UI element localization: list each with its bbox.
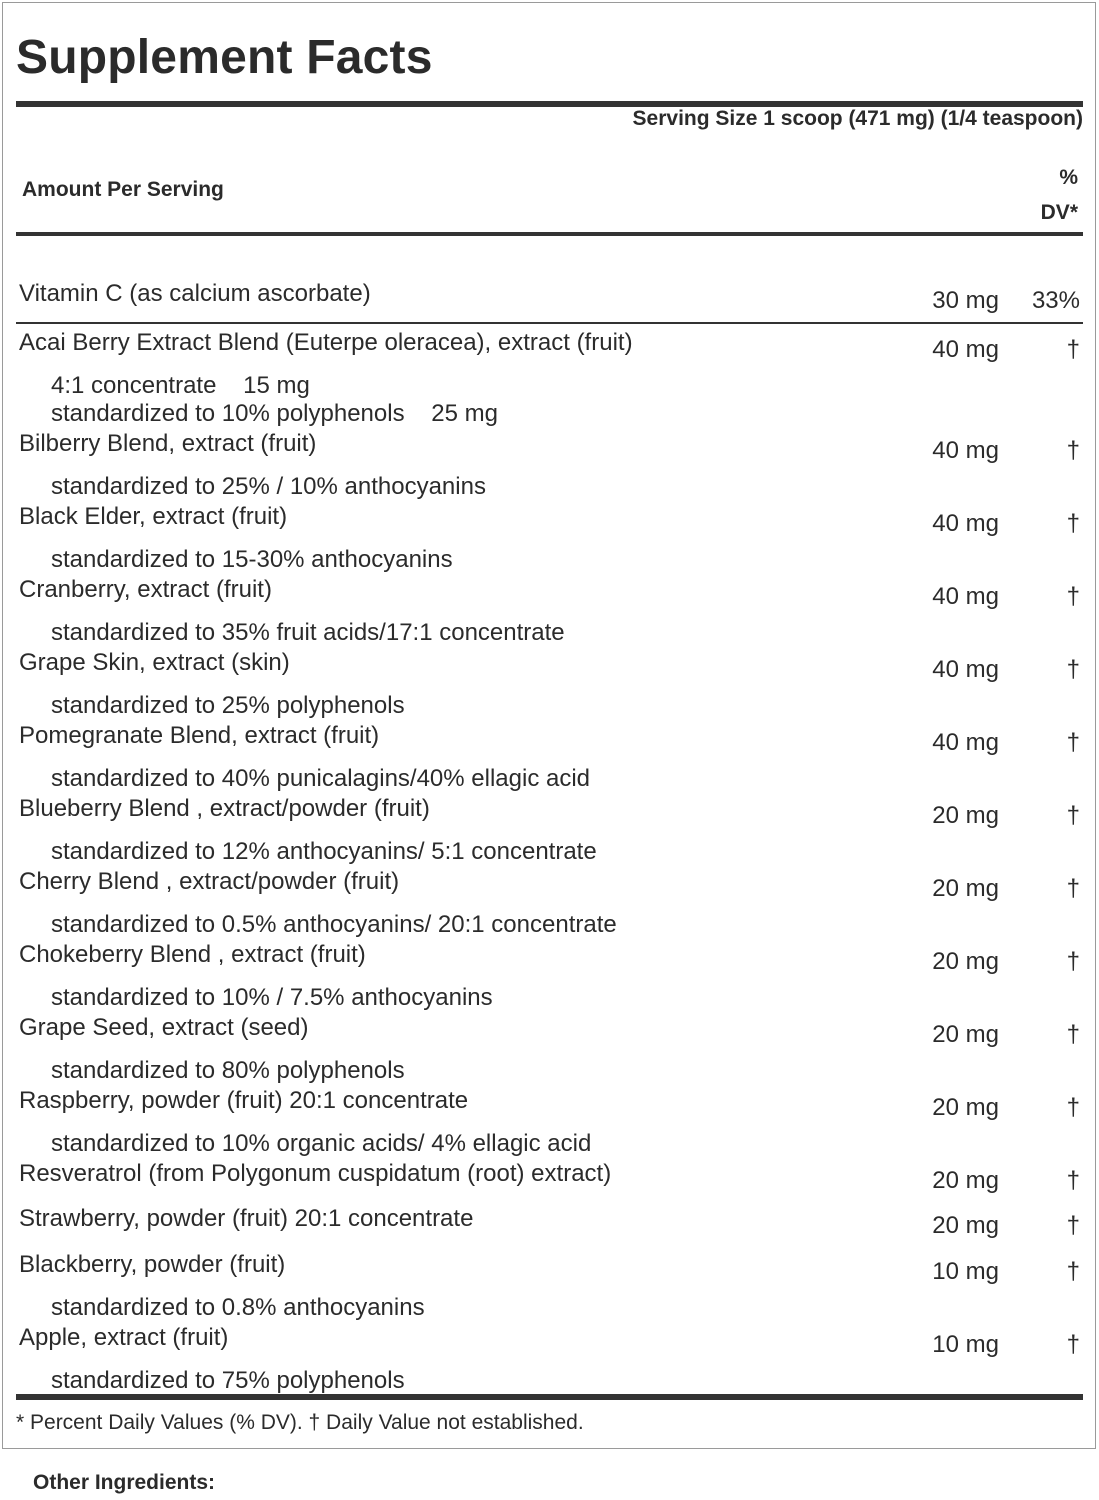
serving-size: Serving Size 1 scoop (471 mg) (1/4 teasp… — [632, 107, 1083, 130]
ingredient-detail: standardized to 10% / 7.5% anthocyanins — [51, 984, 493, 1011]
dagger-marker: † — [1066, 336, 1080, 363]
ingredient-detail: standardized to 15-30% anthocyanins — [51, 546, 453, 573]
dagger-marker: † — [1066, 1331, 1080, 1358]
ingredient-amount: 40 mg — [932, 729, 999, 756]
ingredient-name: Blackberry, powder (fruit) — [19, 1251, 286, 1278]
ingredient-detail: 4:1 concentrate 15 mg — [51, 372, 310, 399]
dagger-marker: † — [1066, 729, 1080, 756]
ingredient-name: Bilberry Blend, extract (fruit) — [19, 430, 317, 457]
dagger-marker: † — [1066, 948, 1080, 975]
ingredient-detail: standardized to 10% polyphenols 25 mg — [51, 400, 498, 427]
footnote: * Percent Daily Values (% DV). † Daily V… — [16, 1411, 584, 1434]
ingredient-detail: standardized to 25% polyphenols — [51, 692, 405, 719]
ingredient-amount: 20 mg — [932, 1212, 999, 1239]
dv-header-line1: % — [1059, 166, 1078, 189]
top-divider — [16, 101, 1083, 107]
ingredient-detail: standardized to 12% anthocyanins/ 5:1 co… — [51, 838, 597, 865]
ingredient-name: Cherry Blend , extract/powder (fruit) — [19, 868, 400, 895]
ingredient-name: Raspberry, powder (fruit) 20:1 concentra… — [19, 1087, 469, 1114]
amount-per-serving-header: Amount Per Serving — [22, 178, 224, 201]
ingredient-name: Cranberry, extract (fruit) — [19, 576, 272, 603]
ingredient-detail: standardized to 0.5% anthocyanins/ 20:1 … — [51, 911, 617, 938]
ingredient-detail: standardized to 35% fruit acids/17:1 con… — [51, 619, 565, 646]
dagger-marker: † — [1066, 1021, 1080, 1048]
ingredient-detail: standardized to 10% organic acids/ 4% el… — [51, 1130, 592, 1157]
dagger-marker: † — [1066, 1094, 1080, 1121]
other-ingredients-label: Other Ingredients: — [33, 1471, 216, 1494]
dagger-marker: † — [1066, 1258, 1080, 1285]
label-title: Supplement Facts — [16, 31, 433, 84]
dagger-marker: † — [1066, 875, 1080, 902]
ingredient-detail: standardized to 75% polyphenols — [51, 1367, 405, 1394]
ingredient-amount: 20 mg — [932, 1167, 999, 1194]
dagger-marker: † — [1066, 583, 1080, 610]
ingredient-name: Resveratrol (from Polygonum cuspidatum (… — [19, 1160, 612, 1187]
ingredient-name: Acai Berry Extract Blend (Euterpe olerac… — [19, 329, 633, 356]
ingredient-name: Pomegranate Blend, extract (fruit) — [19, 722, 380, 749]
ingredient-amount: 10 mg — [932, 1331, 999, 1358]
ingredient-amount: 40 mg — [932, 656, 999, 683]
dagger-marker: † — [1066, 437, 1080, 464]
vitamin-divider — [16, 322, 1083, 324]
ingredient-amount: 20 mg — [932, 948, 999, 975]
ingredient-detail: standardized to 40% punicalagins/40% ell… — [51, 765, 591, 792]
ingredient-name: Strawberry, powder (fruit) 20:1 concentr… — [19, 1205, 474, 1232]
ingredient-name: Grape Seed, extract (seed) — [19, 1014, 309, 1041]
dagger-marker: † — [1066, 656, 1080, 683]
ingredient-amount: 10 mg — [932, 1258, 999, 1285]
ingredient-amount: 40 mg — [932, 336, 999, 363]
ingredient-name: Chokeberry Blend , extract (fruit) — [19, 941, 366, 968]
ingredient-name: Apple, extract (fruit) — [19, 1324, 229, 1351]
ingredient-amount: 20 mg — [932, 875, 999, 902]
ingredient-detail: standardized to 0.8% anthocyanins — [51, 1294, 425, 1321]
dagger-marker: † — [1066, 1212, 1080, 1239]
ingredient-amount: 40 mg — [932, 583, 999, 610]
dagger-marker: † — [1066, 510, 1080, 537]
dagger-marker: † — [1066, 802, 1080, 829]
ingredient-detail: standardized to 80% polyphenols — [51, 1057, 405, 1084]
nutrient-name: Vitamin C (as calcium ascorbate) — [19, 280, 371, 307]
bottom-divider — [16, 1394, 1083, 1400]
nutrient-dv: 33% — [1031, 287, 1080, 314]
dv-header: % DV* — [1041, 160, 1078, 230]
header-divider — [16, 232, 1083, 236]
ingredient-name: Grape Skin, extract (skin) — [19, 649, 290, 676]
ingredient-amount: 20 mg — [932, 1021, 999, 1048]
nutrient-amount: 30 mg — [932, 287, 999, 314]
ingredient-name: Black Elder, extract (fruit) — [19, 503, 288, 530]
ingredient-name: Blueberry Blend , extract/powder (fruit) — [19, 795, 430, 822]
supplement-facts-panel — [2, 2, 1096, 1449]
ingredient-amount: 20 mg — [932, 1094, 999, 1121]
dv-header-line2: DV* — [1040, 201, 1078, 224]
ingredient-detail: standardized to 25% / 10% anthocyanins — [51, 473, 486, 500]
ingredient-amount: 40 mg — [932, 437, 999, 464]
ingredient-amount: 40 mg — [932, 510, 999, 537]
dagger-marker: † — [1066, 1167, 1080, 1194]
ingredient-amount: 20 mg — [932, 802, 999, 829]
